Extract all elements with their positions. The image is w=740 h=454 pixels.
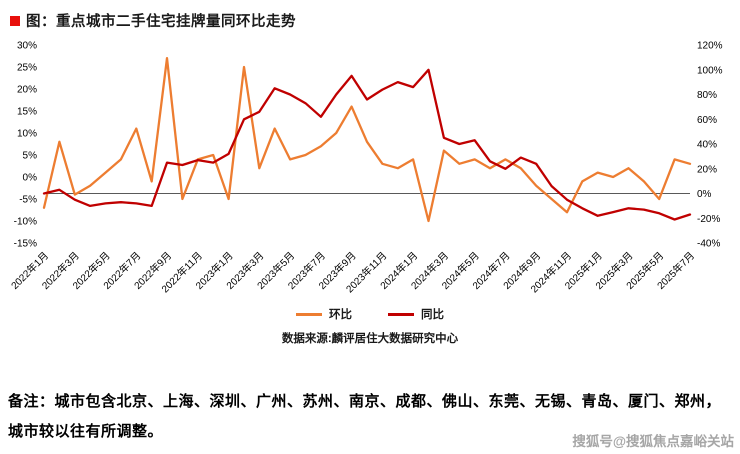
legend-item-huanbi: 环比 [296,306,352,322]
svg-text:20%: 20% [697,164,717,175]
huanbi-line-swatch-icon [296,312,322,316]
svg-text:20%: 20% [17,85,37,96]
svg-text:-20%: -20% [697,214,720,225]
legend-label-huanbi: 环比 [329,309,352,321]
svg-text:80%: 80% [697,90,717,101]
tongbi-line-swatch-icon [388,312,414,316]
svg-text:25%: 25% [17,63,37,74]
svg-text:120%: 120% [697,41,723,52]
footnote-line-1: 备注：城市包含北京、上海、深圳、广州、苏州、南京、成都、佛山、东莞、无锡、青岛、… [8,393,722,410]
footnote-line-2: 城市较以往有所调整。 [8,423,164,440]
legend-item-tongbi: 同比 [388,306,444,322]
svg-text:-5%: -5% [19,195,37,206]
sohu-watermark: 搜狐号@搜狐焦点嘉峪关站 [572,434,734,449]
svg-text:30%: 30% [17,41,37,52]
chart-title-row: 图：重点城市二手住宅挂牌量同环比走势 [10,10,296,31]
svg-text:-10%: -10% [14,217,37,228]
svg-text:-15%: -15% [14,239,37,250]
chart-title: 图：重点城市二手住宅挂牌量同环比走势 [26,14,296,30]
svg-text:-40%: -40% [697,239,720,250]
svg-text:40%: 40% [697,140,717,151]
legend-label-tongbi: 同比 [421,309,444,321]
svg-text:15%: 15% [17,107,37,118]
data-source-caption: 数据来源:麟评居住大数据研究中心 [281,333,459,345]
svg-text:0%: 0% [23,173,38,184]
dual-axis-line-chart: 30% 25% 20% 15% 10% 5% 0% -5% -10% -15% 120% 100% 80… [8,41,723,296]
red-square-bullet-icon [10,15,20,26]
svg-text:10%: 10% [17,129,37,140]
svg-text:100%: 100% [697,65,723,76]
svg-text:60%: 60% [697,115,717,126]
svg-text:5%: 5% [23,151,38,162]
chart-legend: 环比 同比 [0,306,740,322]
svg-text:0%: 0% [697,189,712,200]
